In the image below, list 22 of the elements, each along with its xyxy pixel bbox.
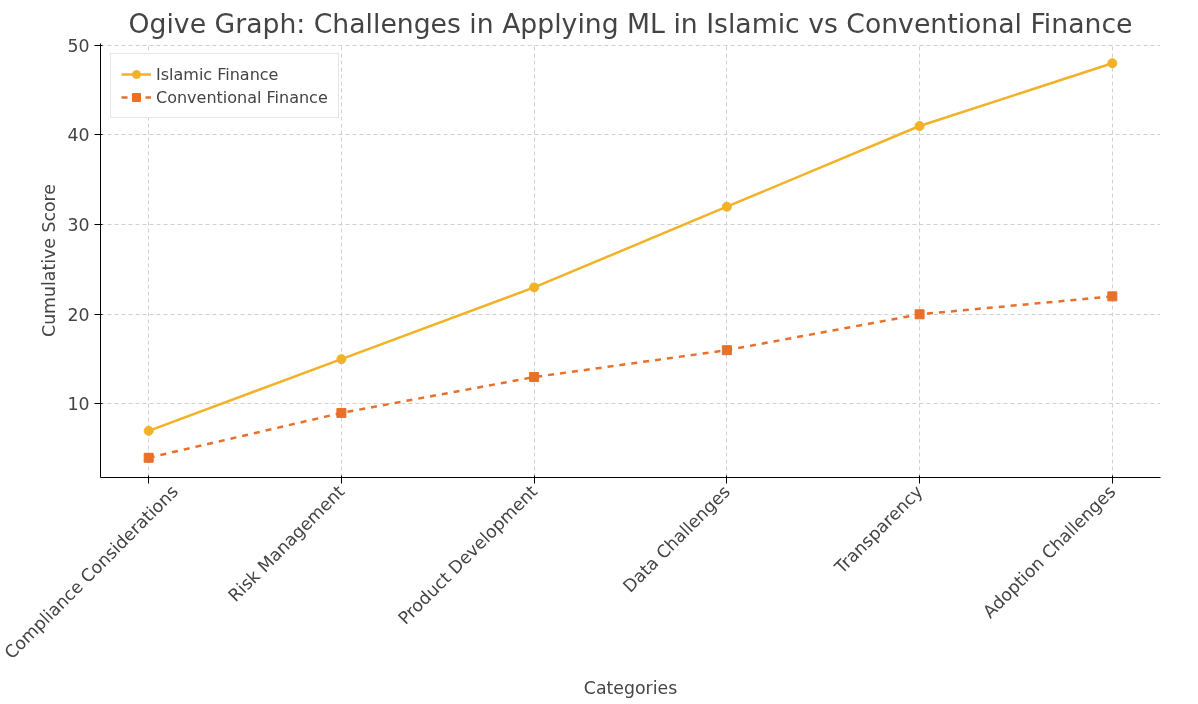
chart-title: Ogive Graph: Challenges in Applying ML in Islamic vs Conventional Finance [128,7,1133,39]
y-tick-label: 10 [67,394,90,415]
point [529,372,540,383]
point [336,354,347,365]
point [1107,291,1118,302]
point [721,201,732,212]
y-axis-title: Cumulative Score [39,184,60,337]
y-tick-label: 50 [67,35,90,56]
legend-label: Islamic Finance [156,64,279,84]
y-tick-label: 20 [67,304,90,325]
point [143,425,154,436]
point [529,282,540,293]
point [914,121,925,131]
point [143,452,154,463]
x-axis-title: Categories [583,677,678,698]
y-tick-label: 40 [67,125,90,146]
y-tick-label: 30 [67,215,90,236]
legend-label: Conventional Finance [156,87,328,107]
point [336,407,347,418]
point [914,309,925,320]
point [721,345,732,356]
point [1107,58,1118,69]
